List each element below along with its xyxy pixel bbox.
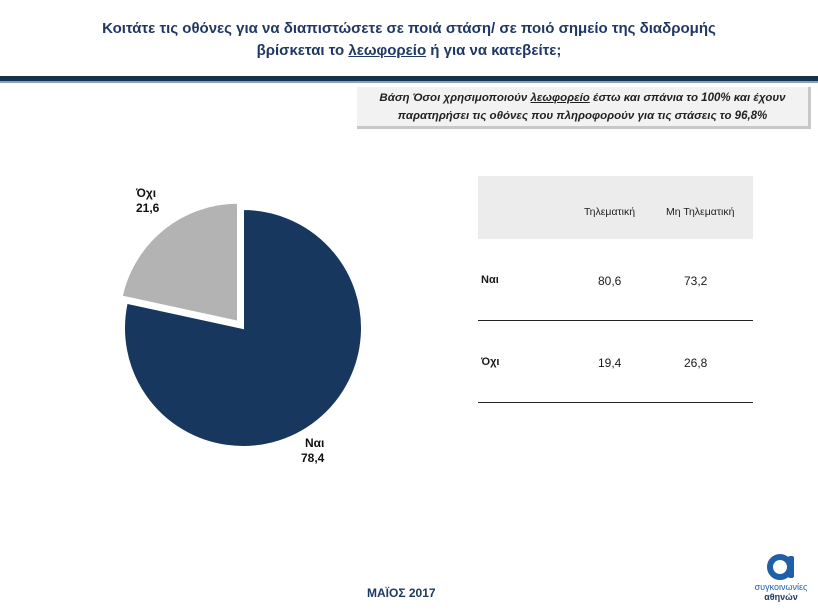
cell-value: 19,4 — [598, 356, 622, 370]
cell-value: 26,8 — [684, 356, 708, 370]
data-table: Τηλεματική Μη Τηλεματική Ναι 80,6 73,2 Ό… — [478, 176, 753, 403]
title-line-2: βρίσκεται το λεωφορείο ή για να κατεβείτ… — [0, 40, 818, 62]
pie-label-oxi-name: Όχι — [136, 186, 157, 200]
pie-slice-nai — [123, 207, 363, 448]
logo-text: συγκοινωνίες αθηνών — [748, 582, 814, 602]
title-underlined-word: λεωφορείο — [348, 42, 427, 59]
cell-value: 80,6 — [598, 274, 622, 288]
base-note: Βάση Όσοι χρησιμοποιούν λεωφορείο έστω κ… — [357, 87, 811, 129]
row-label: Ναι — [481, 274, 499, 286]
date-footer: ΜΑΪΟΣ 2017 — [367, 586, 436, 600]
pie-label-oxi: Όχι 21,6 — [136, 186, 159, 216]
title-line-2-start: βρίσκεται το — [256, 42, 349, 59]
table-header: Τηλεματική Μη Τηλεματική — [478, 176, 753, 239]
note-line-2: παρατηρήσει τις οθόνες που πληροφορούν γ… — [397, 110, 768, 122]
row-label: Όχι — [481, 356, 500, 368]
pie-slice-oxi — [120, 201, 239, 324]
company-logo: συγκοινωνίες αθηνών — [748, 552, 814, 602]
chart-title: Κοιτάτε τις οθόνες για να διαπιστώσετε σ… — [0, 18, 818, 62]
header-divider — [0, 76, 818, 81]
note-underlined-word: λεωφορείο — [530, 92, 590, 104]
pie-label-oxi-value: 21,6 — [136, 201, 160, 215]
logo-line-1: συγκοινωνίες — [754, 582, 808, 592]
column-header-telematiki: Τηλεματική — [584, 206, 636, 218]
note-start: Βάση Όσοι χρησιμοποιούν — [379, 92, 531, 104]
logo-line-2: αθηνών — [764, 592, 798, 602]
pie-label-nai: Ναι 78,4 — [301, 436, 324, 466]
title-line-2-end: ή για να κατεβείτε; — [426, 42, 562, 59]
table-row: Όχι 19,4 26,8 — [478, 321, 753, 403]
cell-value: 73,2 — [684, 274, 708, 288]
note-end: έστω και σπάνια το 100% και έχουν — [589, 92, 786, 104]
pie-label-nai-value: 78,4 — [301, 451, 325, 465]
pie-label-nai-name: Ναι — [304, 436, 325, 450]
column-header-mi-telematiki: Μη Τηλεματική — [666, 206, 735, 218]
header-divider-accent — [0, 81, 818, 83]
pie-chart — [120, 201, 363, 448]
table-row: Ναι 80,6 73,2 — [478, 239, 753, 321]
alpha-logo-icon — [766, 552, 796, 582]
title-line-1: Κοιτάτε τις οθόνες για να διαπιστώσετε σ… — [102, 20, 716, 37]
